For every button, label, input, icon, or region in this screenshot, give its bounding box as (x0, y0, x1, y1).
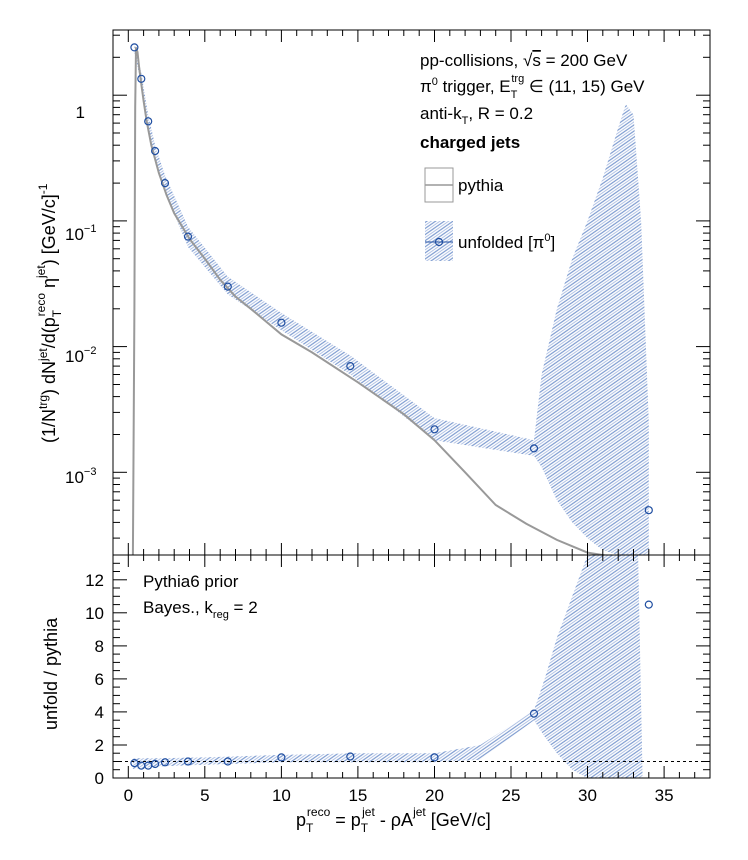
xtick-label: 25 (502, 786, 521, 805)
ytick-label-0.01: 10−2 (65, 345, 96, 366)
bottom-ytick-label: 10 (85, 604, 104, 623)
ytick-label-1: 1 (76, 103, 85, 122)
ytick-label-0.1: 10−1 (65, 223, 96, 244)
bottom-ytick-label: 12 (85, 571, 104, 590)
legend-entry-unfolded: unfolded [π0] (425, 221, 555, 261)
ratio-marker (223, 757, 232, 766)
unfolded-marker (160, 179, 170, 188)
bottom-xlabel: pTreco = pTjet - ρAjet [GeV/c] (296, 805, 491, 835)
annotation-collisions: pp-collisions, √s = 200 GeV (420, 51, 628, 70)
xtick-label: 5 (200, 786, 209, 805)
ratio-marker (430, 753, 439, 762)
legend-marker-unfolded (434, 237, 444, 247)
unfolded-marker (130, 43, 139, 52)
bottom-ytick-label: 6 (95, 670, 104, 689)
bottom-ytick-label: 2 (95, 736, 104, 755)
unfolded-marker (137, 74, 146, 83)
bottom-band-layer (132, 555, 643, 778)
unfolded-marker (144, 117, 153, 126)
legend: pythia unfolded [π0] (424, 167, 555, 261)
bottom-axis-ticks: 0 2 4 6 8 10 12 0 5 10 15 20 25 30 35 (85, 555, 710, 805)
unfolded-marker (529, 444, 539, 453)
unfolded-marker (277, 318, 286, 327)
ratio-marker (183, 757, 193, 766)
unfolded-marker (346, 362, 355, 371)
annotation-charged-jets: charged jets (420, 133, 520, 152)
xtick-label: 10 (272, 786, 291, 805)
annotation-trigger: π0 trigger, ETtrg ∈ (11, 15) GeV (420, 73, 645, 101)
annotation-bayes: Bayes., kreg = 2 (143, 598, 258, 621)
ratio-uncertainty-band (132, 555, 643, 778)
bottom-frame (112, 554, 711, 779)
top-line-layer (131, 47, 609, 555)
top-ylabel: (1/Ntrg) dNjet/d(pTreco ηjet) [GeV/c]-1 (34, 183, 64, 443)
bottom-ytick-label: 4 (95, 703, 104, 722)
annotation-algorithm: anti-kT, R = 0.2 (420, 104, 533, 127)
pythia-line (131, 47, 609, 555)
ratio-marker (151, 759, 160, 769)
xtick-label: 30 (578, 786, 597, 805)
top-marker-layer (130, 43, 653, 515)
ratio-marker (130, 758, 139, 768)
unfolded-marker (183, 232, 193, 241)
top-axis-ticks (113, 30, 710, 555)
unfolded-uncertainty-band (134, 43, 649, 555)
legend-label-pythia: pythia (458, 176, 504, 195)
ytick-label-0.001: 10−3 (65, 466, 96, 487)
ratio-marker (644, 600, 653, 609)
bottom-ytick-label: 8 (95, 637, 104, 656)
ratio-marker (160, 758, 170, 767)
legend-entry-pythia: pythia (424, 167, 504, 203)
unfolded-marker (644, 506, 653, 515)
bottom-ylabel: unfold / pythia (41, 617, 61, 730)
xtick-label: 35 (655, 786, 674, 805)
xtick-label: 15 (348, 786, 367, 805)
xtick-label: 20 (425, 786, 444, 805)
bottom-marker-layer (130, 600, 653, 770)
unfolded-marker (223, 282, 232, 291)
unfolded-marker (151, 146, 160, 156)
ratio-marker (529, 709, 539, 718)
ratio-marker (346, 752, 355, 761)
bottom-ytick-label: 0 (95, 769, 104, 788)
legend-swatch-unfolded (425, 221, 453, 261)
top-band-layer (134, 43, 649, 555)
legend-label-unfolded: unfolded [π0] (458, 232, 555, 252)
xtick-label: 0 (124, 786, 133, 805)
annotation-prior: Pythia6 prior (143, 572, 239, 591)
ratio-marker (277, 753, 286, 762)
top-panel: 1 10−1 10−2 10−3 (1/Ntrg) dNjet/d(pTreco… (34, 29, 711, 556)
unfolded-marker (430, 425, 439, 434)
